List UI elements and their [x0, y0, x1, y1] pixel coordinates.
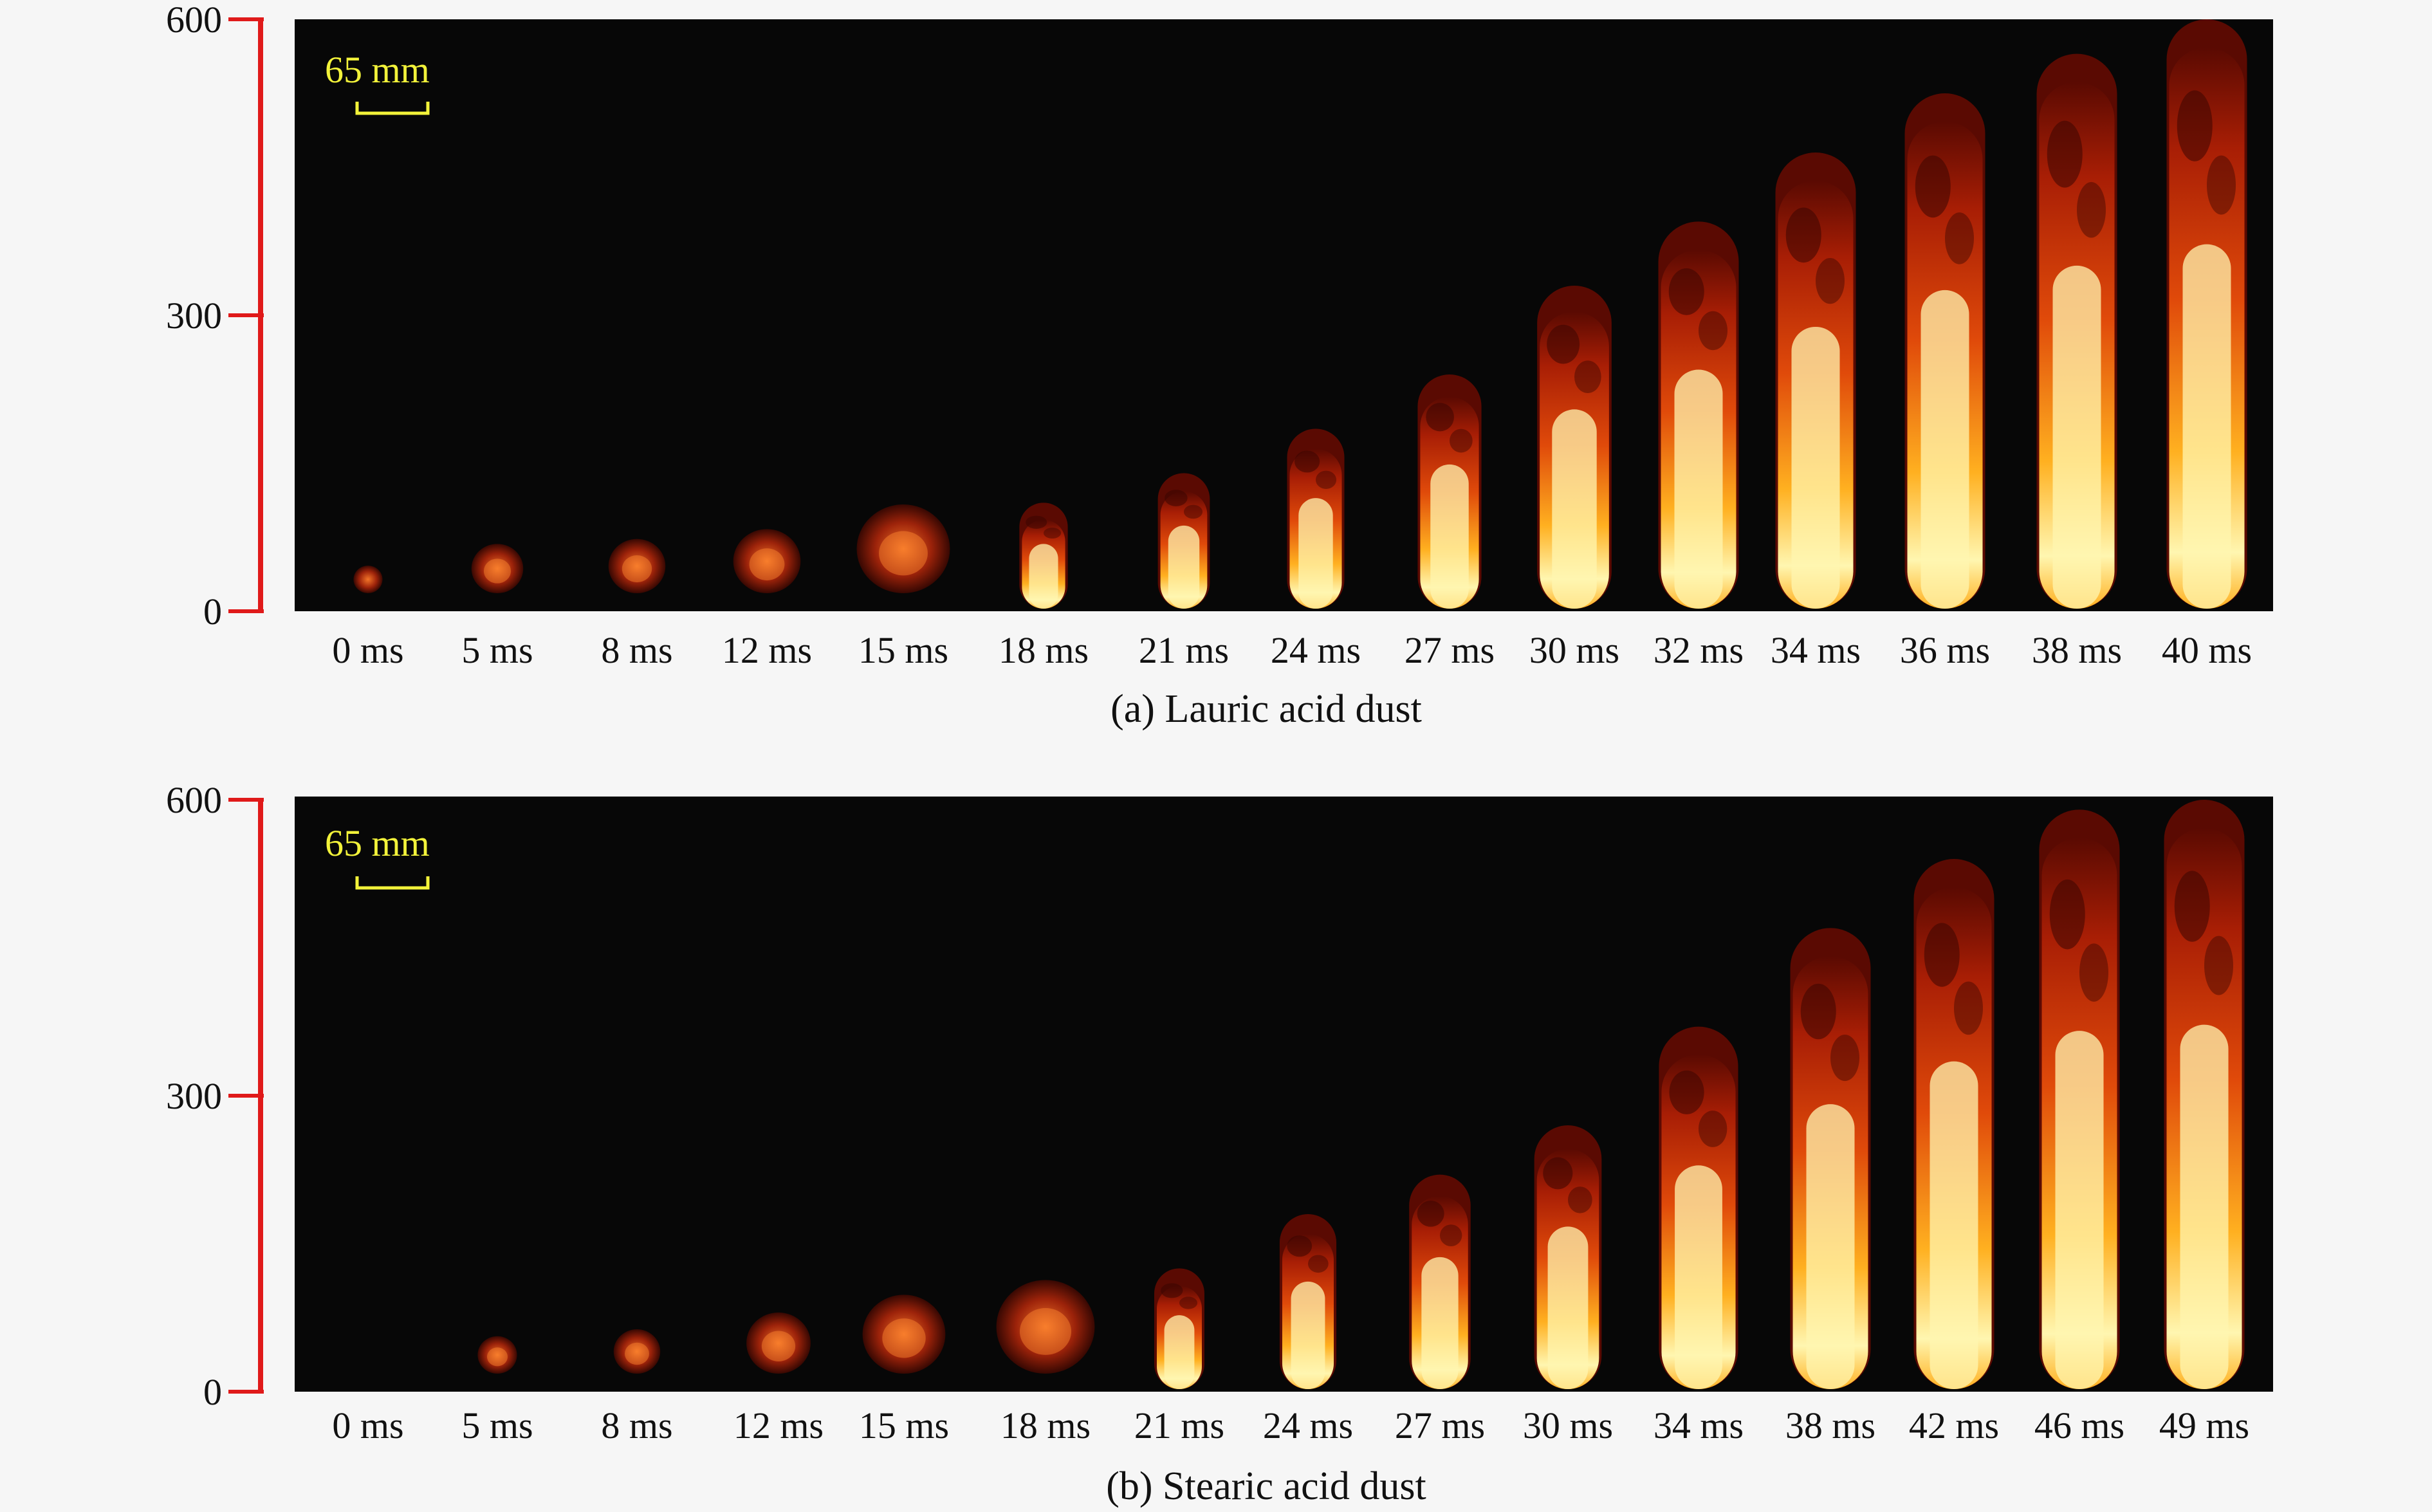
panel-a-time-label: 34 ms: [1771, 629, 1861, 671]
panel-a-time-label: 38 ms: [2032, 629, 2122, 671]
panel-b-time-label: 18 ms: [1000, 1405, 1091, 1446]
panel-a-time-label: 18 ms: [999, 629, 1089, 671]
panel-b-time-label: 8 ms: [601, 1405, 672, 1446]
panel-b-flame: [862, 1295, 946, 1374]
panel-a-scale-label: 65 mm: [325, 49, 430, 91]
panel-a-flame: [1775, 152, 1856, 609]
panel-a-flame: [1417, 374, 1482, 609]
panel-a-ytick-label-600: 600: [166, 0, 222, 41]
panel-b-time-label: 15 ms: [859, 1405, 949, 1446]
panel-a-flame: [1287, 429, 1345, 609]
panel-b-flame: [1279, 1214, 1337, 1389]
panel-a-flame: [1157, 473, 1210, 609]
panel-b-scale-label: 65 mm: [325, 822, 430, 864]
panel-b: 0 300 600 0 ms 5 ms 8 ms 12 ms 15 ms 18 ms 21 ms…: [166, 779, 2273, 1508]
panel-b-flame: [613, 1329, 661, 1374]
panel-b-flame: [2164, 800, 2245, 1389]
panel-a-flame: [1019, 502, 1068, 609]
panel-b-time-label: 38 ms: [1785, 1405, 1875, 1446]
panel-a-caption: (a) Lauric acid dust: [1110, 687, 1422, 731]
panel-b-time-label: 5 ms: [461, 1405, 533, 1446]
panel-a-flame: [2036, 53, 2117, 609]
panel-a-ytick-label-0: 0: [203, 591, 222, 632]
panel-a-flame: [2166, 19, 2247, 609]
panel-b-time-label: 0 ms: [332, 1405, 403, 1446]
panel-a-time-label: 5 ms: [461, 629, 533, 671]
panel-a-scale-bar: 65 mm: [325, 49, 430, 115]
panel-b-flame: [1154, 1268, 1204, 1389]
panel-a-flame: [733, 529, 801, 594]
panel-a-flame: [856, 504, 950, 593]
panel-b-flame: [1913, 859, 1994, 1389]
panel-b-scale-bar: 65 mm: [325, 822, 430, 890]
panel-b-scale-bracket: [355, 876, 430, 890]
panel-a-time-label: 12 ms: [722, 629, 812, 671]
panel-b-time-label: 30 ms: [1523, 1405, 1613, 1446]
panel-a-time-label: 27 ms: [1405, 629, 1495, 671]
panel-a-flame: [608, 539, 666, 593]
panel-b-time-label: 27 ms: [1395, 1405, 1485, 1446]
panel-b-flame: [1534, 1125, 1602, 1389]
panel-b-flame: [477, 1336, 517, 1374]
panel-b-time-label: 49 ms: [2159, 1405, 2249, 1446]
panel-b-time-label: 34 ms: [1654, 1405, 1744, 1446]
panel-a-time-label: 15 ms: [858, 629, 948, 671]
panel-b-flame: [996, 1280, 1095, 1374]
panel-b-flame: [2039, 809, 2120, 1389]
panel-a: 0 300 600 0 ms 5 ms 8 ms 12 ms 15 ms 18 ms 21 ms…: [166, 0, 2273, 731]
panel-b-time-labels: 0 ms 5 ms 8 ms 12 ms 15 ms 18 ms 21 ms 24 ms 27 …: [332, 1405, 2249, 1446]
panel-a-frames: [353, 19, 2247, 609]
panel-a-flame: [1904, 93, 1985, 609]
panel-a-flame: [353, 566, 383, 593]
panel-a-flame: [471, 544, 524, 594]
panel-a-time-labels: 0 ms 5 ms 8 ms 12 ms 15 ms 18 ms 21 ms 24 ms 27 …: [332, 629, 2252, 671]
panel-b-time-label: 42 ms: [1909, 1405, 1999, 1446]
panel-b-ytick-label-0: 0: [203, 1371, 222, 1413]
panel-a-scale-bracket: [355, 102, 430, 115]
panel-a-time-label: 40 ms: [2162, 629, 2252, 671]
panel-a-ytick-label-300: 300: [166, 295, 222, 337]
panel-b-flame: [1790, 928, 1871, 1389]
panel-a-time-label: 21 ms: [1139, 629, 1229, 671]
panel-a-time-label: 8 ms: [601, 629, 672, 671]
panel-b-time-label: 21 ms: [1134, 1405, 1224, 1446]
panel-b-flame: [1409, 1174, 1471, 1389]
panel-b-y-axis: 0 300 600: [166, 779, 264, 1413]
panel-a-y-axis: 0 300 600: [166, 0, 264, 632]
panel-a-flame: [1537, 286, 1612, 609]
panel-a-time-label: 30 ms: [1529, 629, 1619, 671]
panel-b-time-label: 24 ms: [1263, 1405, 1353, 1446]
panel-a-time-label: 36 ms: [1900, 629, 1990, 671]
panel-b-flame: [746, 1312, 811, 1374]
panel-b-flame: [1659, 1026, 1738, 1389]
panel-b-ytick-label-600: 600: [166, 779, 222, 821]
panel-b-caption: (b) Stearic acid dust: [1106, 1464, 1426, 1508]
panel-b-time-label: 12 ms: [733, 1405, 824, 1446]
panel-b-frames: [477, 800, 2245, 1389]
panel-b-ytick-label-300: 300: [166, 1075, 222, 1117]
panel-a-time-label: 24 ms: [1271, 629, 1361, 671]
panel-a-time-label: 32 ms: [1654, 629, 1744, 671]
panel-b-time-label: 46 ms: [2034, 1405, 2124, 1446]
panel-a-time-label: 0 ms: [332, 629, 403, 671]
panel-a-flame: [1658, 221, 1739, 609]
